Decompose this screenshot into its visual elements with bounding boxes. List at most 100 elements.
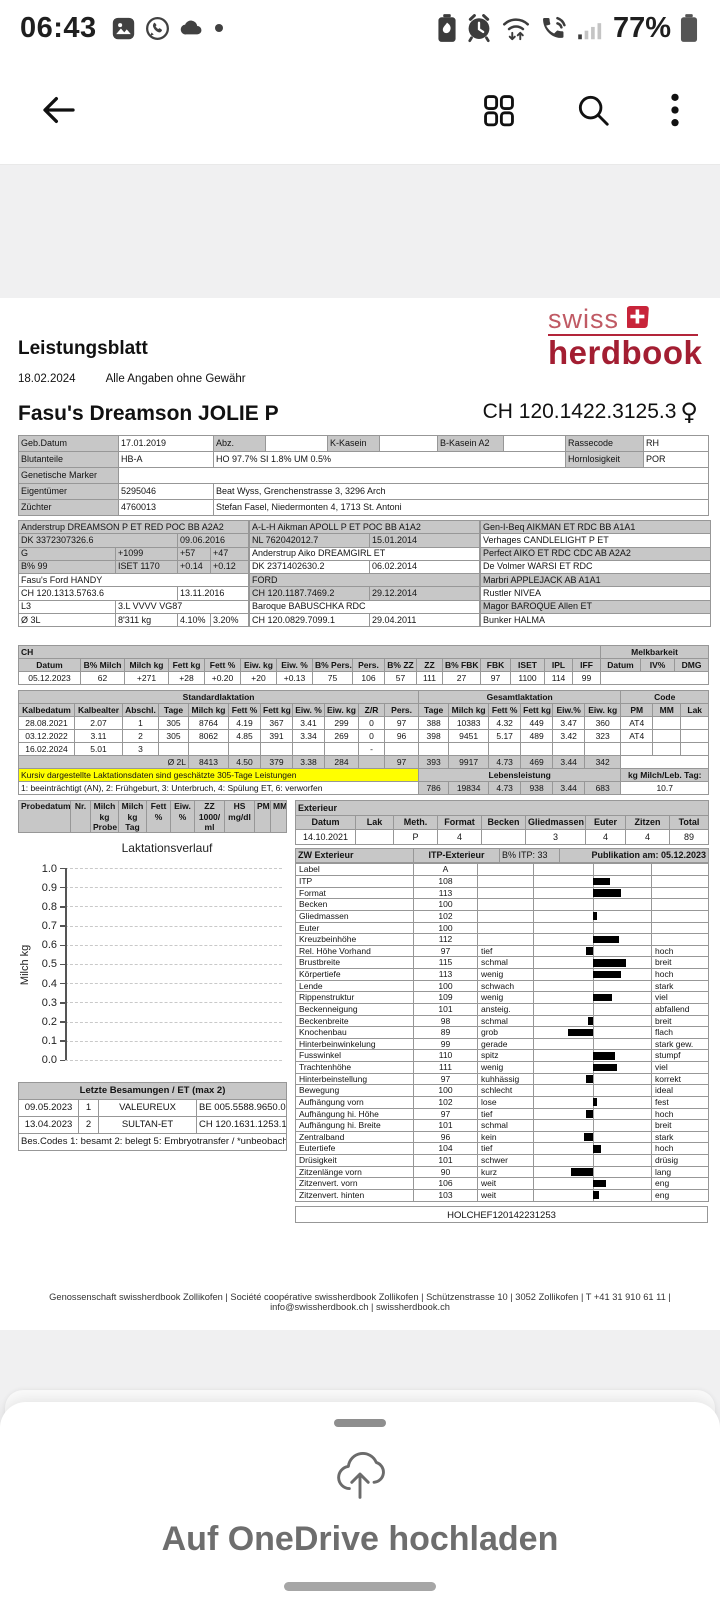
zw-bar-cell <box>533 968 652 981</box>
chart-grid-row: 0.0 <box>32 1051 282 1070</box>
cell: FBK <box>480 658 511 673</box>
cell: 305 <box>158 716 189 731</box>
table-row: Eutertiefe 104 tief hoch <box>295 1142 709 1155</box>
chart-gridline <box>65 983 282 985</box>
cell: Zitzenlänge vorn <box>295 1165 414 1179</box>
zw-bar <box>592 889 622 897</box>
cell: schmal <box>477 1119 534 1132</box>
cell: Körpertiefe <box>295 968 414 981</box>
cell <box>477 933 534 946</box>
cell: Eiw. % <box>276 658 313 673</box>
cell: Lende <box>295 979 414 993</box>
cell: Zitzenvert. vorn <box>295 1177 414 1190</box>
onedrive-upload-sheet[interactable]: Auf OneDrive hochladen <box>0 1402 720 1600</box>
cell: Beckenbreite <box>295 1014 414 1028</box>
cell: viel <box>651 991 709 1004</box>
table-row: Datum B% Milch Milch kg Fett kg Fett % Eiw. k… <box>18 658 710 673</box>
chart-tick-mark <box>60 867 65 870</box>
zw-bar <box>592 993 613 1002</box>
pages-grid-button[interactable] <box>480 91 518 129</box>
chart-grid-row: 0.1 <box>32 1032 282 1051</box>
chart-tick-label: 0.5 <box>41 958 57 971</box>
cell: hoch <box>651 1107 709 1121</box>
status-bar: 06:43 <box>0 0 720 56</box>
table-row: 16.02.2024 5.01 3 - <box>18 742 710 757</box>
cell: Fett kg <box>260 703 293 718</box>
cell: ISET 1170 <box>115 559 178 575</box>
table-row: 1: beeinträchtigt (AN), 2: Frühgeburt, 3… <box>17 781 710 796</box>
table-row: ZW Exterieur ITP-Exterieur B% ITP: 33 Publi… <box>295 847 709 864</box>
cell: Probedatum <box>18 800 71 833</box>
table-row: CH 120.1313.5763.6 13.11.2016 <box>18 586 249 601</box>
cell: Knochenbau <box>295 1026 414 1039</box>
inseminations-table: Letzte Besamungen / ET (max 2) 09.05.2023… <box>17 1082 288 1151</box>
cell: L3 <box>18 599 116 615</box>
table-row: Genetische Marker <box>18 467 709 484</box>
cell: 3.34 <box>292 729 325 744</box>
zw-bar-cell <box>533 1130 652 1144</box>
zw-bar <box>592 1179 606 1188</box>
table-row: Bunker HALMA <box>480 613 712 628</box>
cell <box>477 886 534 900</box>
pedigree-section: Anderstrup DREAMSON P ET RED POC BB A2A2… <box>18 519 712 628</box>
cell <box>651 909 709 923</box>
pedigree-col2-table: A-L-H Aikman APOLL P ET POC BB A1A2 NL 76… <box>248 519 481 628</box>
battery-saver-icon <box>436 13 458 43</box>
cell: Eiw. % <box>170 800 195 833</box>
chart-plot-area: 1.0 0.9 0.8 0.7 0.6 0.5 0.4 0.3 0.2 0.1 0.0 <box>32 859 286 1070</box>
cell: AT4 <box>620 729 654 744</box>
cell: 2.07 <box>74 716 123 731</box>
zw-bar <box>592 912 597 920</box>
table-row: Bes.Codes 1: besamt 2: belegt 5: Embryot… <box>17 1133 288 1151</box>
upload-action-label: Auf OneDrive hochladen <box>161 1520 559 1558</box>
table-row: 03.12.2022 3.11 2 305 8062 4.85 391 3.34 269 0 96 3… <box>18 729 710 744</box>
search-button[interactable] <box>574 91 612 129</box>
cell: wenig <box>477 968 534 981</box>
cell: Magor BAROQUE Allen ET <box>480 599 712 615</box>
cell <box>448 742 490 757</box>
table-row: Hinterbeinstellung 97 kuhhässig korrekt <box>295 1072 709 1086</box>
cell: 5.01 <box>74 742 123 757</box>
cell: B% 99 <box>18 559 116 575</box>
cell: korrekt <box>651 1072 709 1086</box>
cell: Eiw.% <box>552 703 586 718</box>
document-footer: Genossenschaft swissherdbook Zollikofen … <box>49 1292 671 1312</box>
cell: 8062 <box>188 729 229 744</box>
cell: B% ITP: 33 <box>499 847 560 864</box>
cell: Pers. <box>383 703 420 718</box>
cell: schwer <box>477 1154 534 1167</box>
cell: Kalbedatum <box>18 703 75 718</box>
overflow-menu-button[interactable] <box>668 91 682 129</box>
table-row: A-L-H Aikman APOLL P ET POC BB A1A2 <box>248 519 481 535</box>
cell: 4 <box>585 829 626 845</box>
table-row: Rel. Höhe Vorhand 97 tief hoch <box>295 944 709 958</box>
table-row: Zitzenlänge vorn 90 kurz lang <box>295 1165 709 1179</box>
cell: 342 <box>584 755 622 770</box>
cell: Eigentümer <box>18 483 119 500</box>
cell: B% Milch <box>80 658 125 673</box>
cloud-upload-icon <box>329 1445 391 1512</box>
gesture-nav-bar[interactable] <box>284 1582 436 1591</box>
chart-title: Laktationsverlauf <box>121 840 213 855</box>
cell: 75 <box>312 671 353 686</box>
cell: 101 <box>413 1002 478 1016</box>
cell: Eiw. kg <box>240 658 277 673</box>
conformation-table: Exterieur Datum Lak Meth. Format Becken Gliedm… <box>294 800 710 845</box>
cell: AT4 <box>620 716 654 731</box>
cell <box>292 742 325 757</box>
cell: IFF <box>571 658 602 673</box>
table-row: Körpertiefe 113 wenig hoch <box>295 968 709 981</box>
cell: 104 <box>413 1142 478 1155</box>
cell: lose <box>477 1095 534 1109</box>
cell: K-Kasein <box>327 435 380 452</box>
chart-tick-label: 0.3 <box>41 996 57 1009</box>
back-button[interactable] <box>38 90 78 130</box>
cell: B-Kasein A2 <box>437 435 504 452</box>
cell: 96 <box>413 1130 478 1144</box>
cell: DK 2371402630.2 <box>249 559 370 575</box>
cell: 106 <box>413 1177 478 1190</box>
cell: Milch kg Tag <box>118 800 147 833</box>
sheet-drag-handle[interactable] <box>334 1419 386 1427</box>
zw-bar-cell <box>533 991 652 1004</box>
cell: Tage <box>418 703 450 718</box>
